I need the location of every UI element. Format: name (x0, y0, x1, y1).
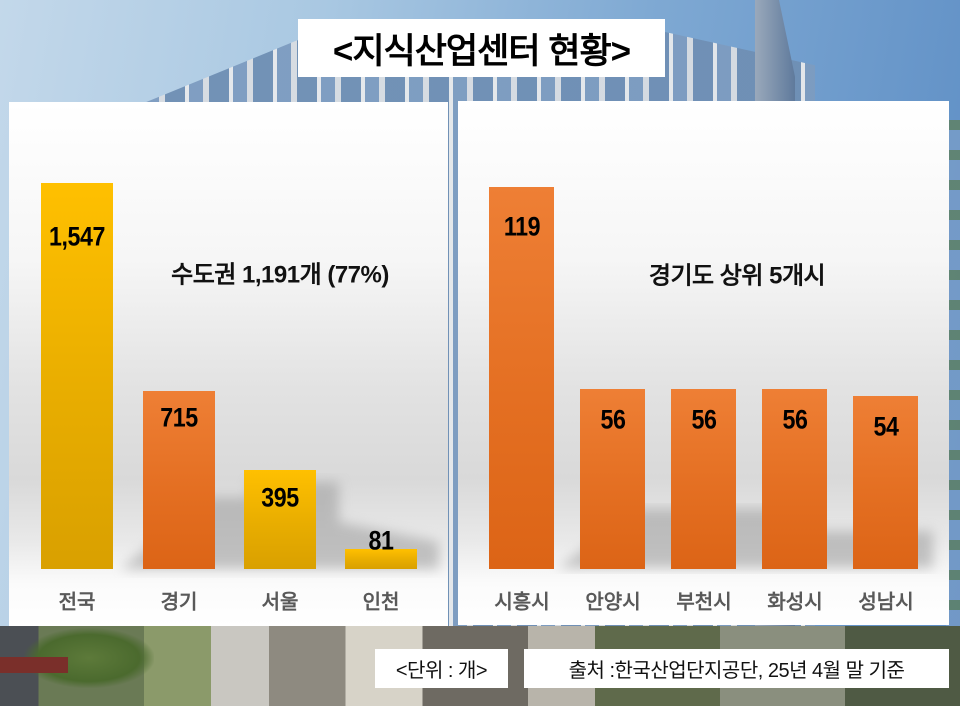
value-label: 119 (503, 211, 540, 242)
category-label: 인천 (362, 591, 400, 614)
title-box: <지식산업센터 현황> (298, 19, 665, 77)
category-label: 안양시 (585, 591, 641, 614)
background-trees (946, 120, 960, 640)
chart-heading-metro: 수도권 1,191개 (77%) (171, 261, 389, 289)
bar-seongnam: 54 (853, 395, 918, 569)
page-title: <지식산업센터 현황> (332, 31, 631, 71)
bar-nationwide: 1,547 (41, 183, 113, 569)
bar-hwaseong: 56 (762, 389, 827, 569)
category-label: 시흥시 (494, 591, 550, 614)
category-label: 화성시 (767, 591, 823, 614)
value-label: 56 (691, 404, 716, 435)
bar-shadow-decoration (558, 509, 933, 568)
bar-area-gyeonggi: 119 56 56 56 54 (458, 101, 949, 569)
source-text: 출처 :한국산업단지공단, 25년 4월 말 기준 (568, 660, 905, 682)
bar-siheung: 119 (489, 187, 554, 569)
source-note: 출처 :한국산업단지공단, 25년 4월 말 기준 (524, 649, 949, 688)
value-label: 54 (873, 411, 898, 442)
bar-gyeonggi: 715 (143, 390, 215, 569)
bar-anyang: 56 (580, 389, 645, 569)
category-label: 경기 (160, 591, 198, 614)
value-label: 1,547 (49, 221, 105, 252)
bar-incheon: 81 (345, 525, 417, 569)
unit-note: <단위 : 개> (375, 649, 508, 688)
unit-text: <단위 : 개> (395, 660, 488, 682)
chart-panel-metro: 수도권 1,191개 (77%) 1,547 715 395 81 전국 경기 … (9, 102, 448, 626)
value-label: 395 (261, 482, 299, 513)
chart-heading-gyeonggi: 경기도 상위 5개시 (648, 262, 826, 290)
value-label: 56 (782, 404, 807, 435)
background-store-sign (0, 657, 68, 673)
category-label: 서울 (261, 591, 299, 614)
chart-panel-gyeonggi-top5: 경기도 상위 5개시 119 56 56 56 54 시흥시 안양시 부천시 화… (458, 101, 949, 625)
category-label: 부천시 (676, 591, 732, 614)
value-label: 715 (160, 402, 198, 433)
value-label: 81 (368, 525, 394, 556)
category-label: 전국 (58, 591, 96, 614)
bar-seoul: 395 (244, 470, 316, 569)
bar-area-metro: 1,547 715 395 81 (9, 102, 448, 569)
value-label: 56 (600, 404, 625, 435)
category-label: 성남시 (858, 591, 914, 614)
bar-bucheon: 56 (671, 389, 736, 569)
